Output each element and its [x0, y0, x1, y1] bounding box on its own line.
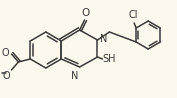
Text: Cl: Cl [128, 10, 138, 20]
Text: O: O [3, 71, 10, 81]
Text: N: N [71, 71, 79, 81]
Text: O: O [2, 48, 9, 58]
Text: O: O [81, 8, 90, 18]
Text: N: N [101, 34, 108, 44]
Text: SH: SH [102, 54, 116, 64]
